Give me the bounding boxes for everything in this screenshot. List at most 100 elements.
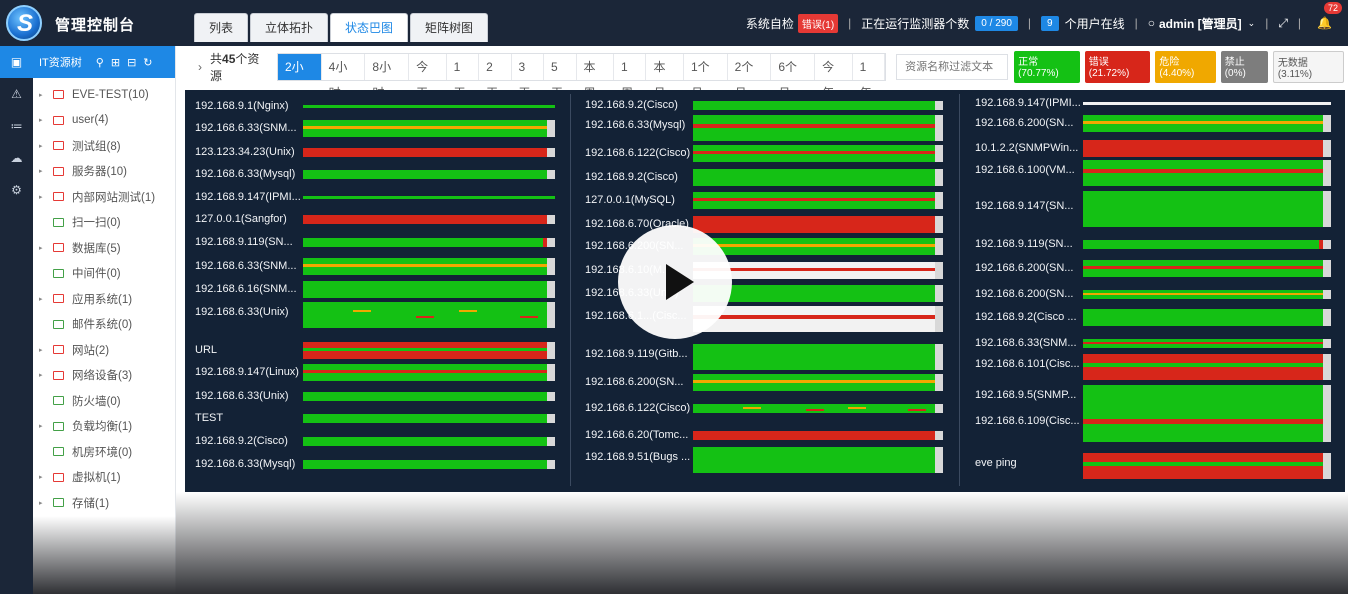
- tab-status-bar[interactable]: 状态巴图: [330, 13, 409, 42]
- status-bar[interactable]: [693, 447, 943, 473]
- status-bar[interactable]: [1083, 354, 1331, 380]
- time-range-option[interactable]: 1周: [614, 54, 647, 100]
- time-range-option[interactable]: 本月: [646, 54, 684, 100]
- resource-label[interactable]: 192.168.6.33(Unix): [195, 306, 289, 318]
- tree-item[interactable]: ▸ 内部网站测试(1): [33, 184, 175, 210]
- legend-item[interactable]: 正常(70.77%): [1014, 51, 1080, 83]
- resource-label[interactable]: eve ping: [975, 457, 1017, 469]
- user-menu[interactable]: admin [管理员]: [1158, 16, 1242, 31]
- resource-label[interactable]: 123.123.34.23(Unix): [195, 146, 295, 158]
- time-range-option[interactable]: 5天: [544, 54, 577, 100]
- caret-right-icon[interactable]: ▸: [39, 91, 43, 99]
- tree-item[interactable]: ▸扫一扫(0): [33, 210, 175, 236]
- collapse-icon[interactable]: ⊟: [127, 56, 137, 69]
- resource-label[interactable]: 192.168.9.2(Cisco): [585, 171, 678, 183]
- status-bar[interactable]: [1083, 240, 1331, 249]
- resource-label[interactable]: 192.168.9.1(Nginx): [195, 100, 289, 112]
- resource-label[interactable]: 192.168.6.33(SNM...: [195, 122, 297, 134]
- tree-item[interactable]: ▸机房环境(0): [33, 439, 175, 465]
- resource-label[interactable]: 192.168.6.33(Mysql): [585, 119, 686, 131]
- resource-filter-input[interactable]: [896, 54, 1009, 80]
- tab-list[interactable]: 列表: [194, 13, 249, 42]
- resource-label[interactable]: 192.168.9.147(IPMI...: [195, 191, 301, 203]
- status-bar[interactable]: [693, 306, 943, 332]
- status-bar[interactable]: [693, 101, 943, 110]
- status-bar[interactable]: [303, 414, 555, 423]
- tree-item[interactable]: ▸ 负载均衡(1): [33, 414, 175, 440]
- resource-label[interactable]: URL: [195, 344, 218, 356]
- resource-label[interactable]: 192.168.9.5(SNMP...: [975, 389, 1077, 401]
- tree-item[interactable]: ▸ EVE-TEST(10): [33, 82, 175, 108]
- chevron-down-icon[interactable]: ⌄: [1247, 17, 1256, 28]
- online-count-badge[interactable]: 9: [1041, 15, 1059, 31]
- time-range-option[interactable]: 4小时: [322, 54, 366, 100]
- status-bar[interactable]: [303, 392, 555, 401]
- status-bar[interactable]: [303, 170, 555, 179]
- caret-right-icon[interactable]: ▸: [39, 117, 43, 125]
- resource-label[interactable]: 192.168.6.33(Mysql): [195, 168, 296, 180]
- time-range-option[interactable]: 2个月: [728, 54, 772, 100]
- legend-item[interactable]: 无数据(3.11%): [1272, 51, 1344, 83]
- tree-item[interactable]: ▸邮件系统(0): [33, 312, 175, 338]
- resource-label[interactable]: 192.168.9.2(Cisco): [585, 99, 678, 111]
- time-range-option[interactable]: 3天: [512, 54, 545, 100]
- resource-label[interactable]: 192.168.6.200(SN...: [585, 376, 684, 388]
- resource-label[interactable]: 192.168.6.109(Cisc...: [975, 415, 1080, 427]
- resource-label[interactable]: 192.168.6.33(SNM...: [975, 337, 1077, 349]
- tree-item[interactable]: ▸中间件(0): [33, 261, 175, 287]
- status-bar[interactable]: [1083, 406, 1331, 442]
- monitor-icon[interactable]: ▣: [0, 46, 33, 78]
- time-range-option[interactable]: 1年: [853, 54, 886, 100]
- tree-item[interactable]: ▸ 虚拟机(1): [33, 465, 175, 491]
- time-range-option[interactable]: 6个月: [771, 54, 816, 100]
- resource-label[interactable]: 192.168.9.119(SN...: [195, 236, 293, 248]
- status-bar[interactable]: [1083, 453, 1331, 479]
- status-bar[interactable]: [303, 148, 555, 157]
- resource-label[interactable]: 192.168.6.122(Cisco): [585, 147, 691, 159]
- tree-item[interactable]: ▸ 应用系统(1): [33, 286, 175, 312]
- resource-label[interactable]: 192.168.6.200(SN...: [975, 262, 1074, 274]
- status-bar[interactable]: [693, 344, 943, 370]
- caret-right-icon[interactable]: ▸: [39, 499, 43, 507]
- status-bar[interactable]: [1083, 102, 1331, 105]
- resource-label[interactable]: 192.168.6.122(Cisco): [585, 402, 691, 414]
- resource-label[interactable]: 192.168.9.147(IPMI...: [975, 97, 1081, 109]
- legend-item[interactable]: 错误(21.72%): [1084, 51, 1151, 83]
- self-check-badge[interactable]: 错误(1): [797, 13, 839, 33]
- caret-right-icon[interactable]: ▸: [39, 474, 43, 482]
- status-bar[interactable]: [303, 105, 555, 108]
- time-range-option[interactable]: 2天: [479, 54, 512, 100]
- status-bar[interactable]: [303, 460, 555, 469]
- tree-item[interactable]: ▸ 网络设备(3): [33, 363, 175, 389]
- report-icon[interactable]: ≔: [10, 119, 23, 133]
- resource-label[interactable]: 192.168.6.33(SNM...: [195, 260, 297, 272]
- status-bar[interactable]: [303, 196, 555, 199]
- status-bar[interactable]: [303, 215, 555, 224]
- tab-treemap[interactable]: 矩阵树图: [410, 13, 489, 42]
- resource-label[interactable]: 192.168.6.100(VM...: [975, 164, 1075, 176]
- bell-icon[interactable]: 🔔 72: [1317, 2, 1342, 30]
- time-range-option[interactable]: 今年: [815, 54, 853, 100]
- resource-label[interactable]: 192.168.9.2(Cisco): [195, 435, 288, 447]
- status-bar[interactable]: [693, 285, 943, 302]
- resource-label[interactable]: 192.168.6.101(Cisc...: [975, 358, 1080, 370]
- running-value-badge[interactable]: 0 / 290: [975, 15, 1018, 31]
- caret-right-icon[interactable]: ▸: [39, 372, 43, 380]
- caret-right-icon[interactable]: ▸: [39, 168, 43, 176]
- chevron-right-icon[interactable]: ›: [198, 60, 202, 74]
- resource-label[interactable]: 192.168.9.147(Linux): [195, 366, 299, 378]
- search-icon[interactable]: ⚲: [95, 56, 104, 69]
- resource-label[interactable]: 192.168.6.200(SN...: [975, 288, 1074, 300]
- time-range-option[interactable]: 1个月: [684, 54, 728, 100]
- time-range-option[interactable]: 2小时: [277, 54, 322, 100]
- status-bar[interactable]: [303, 238, 555, 247]
- tree-item[interactable]: ▸ 数据库(5): [33, 235, 175, 261]
- tree-item[interactable]: ▸ 存储(1): [33, 490, 175, 516]
- time-range-option[interactable]: 本周: [577, 54, 614, 100]
- resource-label[interactable]: 192.168.9.119(SN...: [975, 238, 1073, 250]
- status-bar[interactable]: [1083, 191, 1331, 227]
- resource-label[interactable]: 127.0.0.1(MySQL): [585, 194, 675, 206]
- resource-label[interactable]: 192.168.6.20(Tomc...: [585, 429, 689, 441]
- tree-item[interactable]: ▸ 网站(2): [33, 337, 175, 363]
- caret-right-icon[interactable]: ▸: [39, 295, 43, 303]
